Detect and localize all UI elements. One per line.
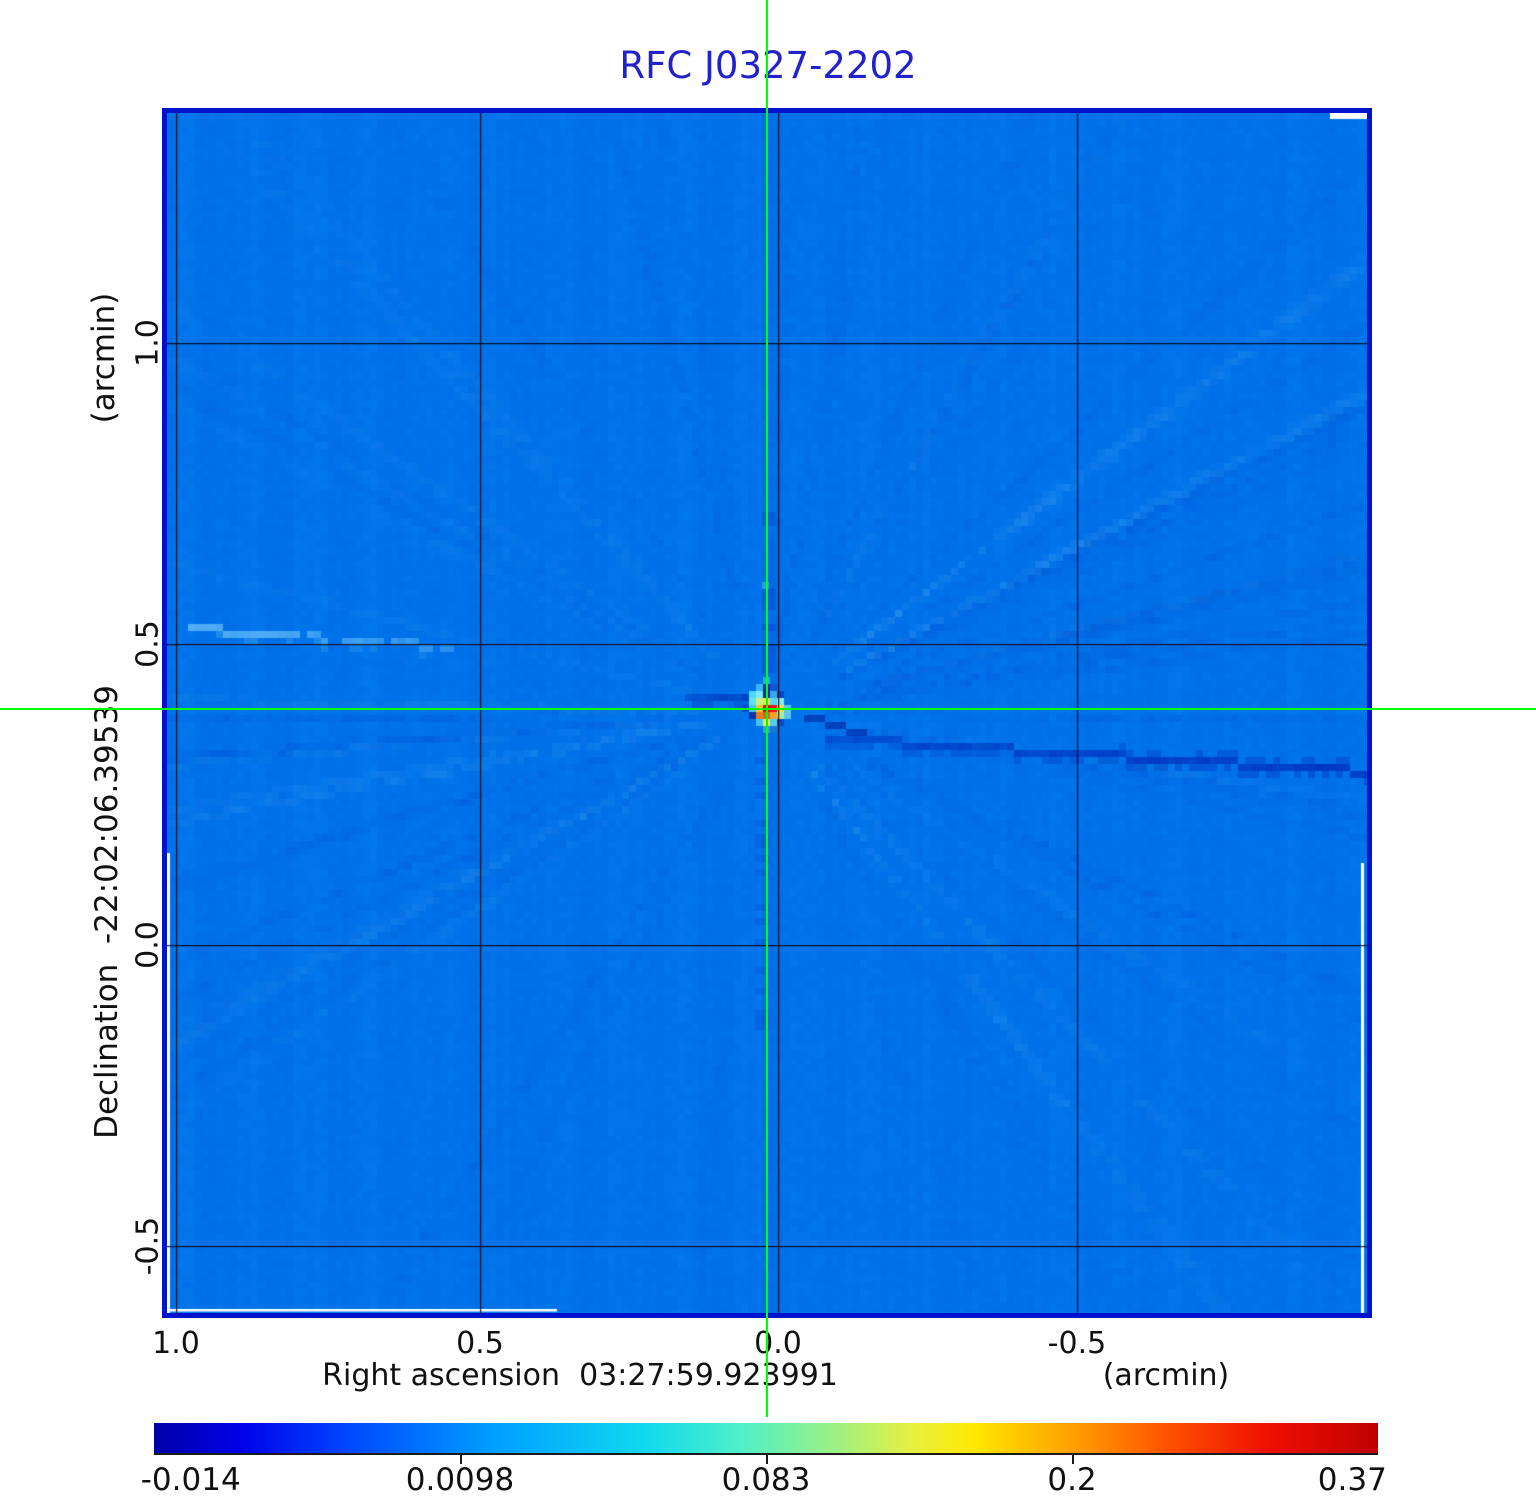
colorbar-value-label: 0.37 xyxy=(1317,1462,1387,1498)
x-axis-title: Right ascension 03:27:59.923991 xyxy=(322,1358,838,1393)
y-tick-label: -0.5 xyxy=(130,1216,166,1276)
y-tick-label: 1.0 xyxy=(130,319,166,367)
y-axis-name: Declination xyxy=(89,963,125,1139)
x-tick-label: 1.0 xyxy=(152,1326,200,1361)
colorbar-tick xyxy=(460,1455,462,1464)
colorbar-tick xyxy=(1072,1455,1074,1464)
colorbar-value-label: 0.083 xyxy=(721,1462,811,1498)
plot-title: RFC J0327-2202 xyxy=(619,44,917,87)
y-axis-coordinate: -22:02:06.39539 xyxy=(89,685,125,944)
x-axis-coordinate: 03:27:59.923991 xyxy=(579,1358,838,1393)
y-axis-title: Declination -22:02:06.39539 xyxy=(89,685,125,1139)
colorbar-tick xyxy=(766,1455,768,1464)
colorbar-value-label: -0.014 xyxy=(140,1462,241,1498)
y-tick-label: 0.5 xyxy=(130,620,166,668)
colorbar-value-label: 0.2 xyxy=(1047,1462,1097,1498)
y-tick-label: 0.0 xyxy=(130,921,166,969)
x-axis-name: Right ascension xyxy=(322,1358,560,1393)
x-tick-label: 0.5 xyxy=(456,1326,504,1361)
crosshair-horizontal-line xyxy=(0,708,1536,710)
x-axis-unit: (arcmin) xyxy=(1102,1358,1230,1393)
colorbar xyxy=(154,1423,1378,1455)
y-axis-unit: (arcmin) xyxy=(86,292,122,424)
x-tick-label: 0.0 xyxy=(754,1326,802,1361)
x-tick-label: -0.5 xyxy=(1047,1326,1107,1361)
colorbar-value-label: 0.0098 xyxy=(405,1462,515,1498)
